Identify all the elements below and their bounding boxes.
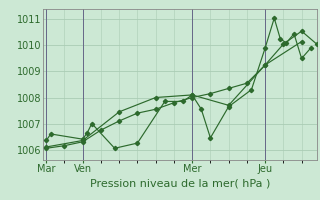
X-axis label: Pression niveau de la mer( hPa ): Pression niveau de la mer( hPa ) xyxy=(90,178,270,188)
